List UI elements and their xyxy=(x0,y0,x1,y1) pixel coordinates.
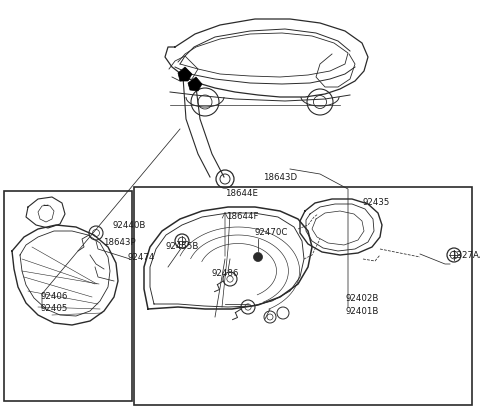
Text: 18643P: 18643P xyxy=(103,237,136,246)
Text: 92486: 92486 xyxy=(211,268,239,277)
Text: 18644E: 18644E xyxy=(225,189,258,198)
Text: 92455B: 92455B xyxy=(166,241,199,250)
Text: 92406: 92406 xyxy=(41,291,68,300)
Text: 18644F: 18644F xyxy=(226,211,258,220)
Text: 92435: 92435 xyxy=(362,197,390,206)
Polygon shape xyxy=(178,68,192,82)
Text: 92401B: 92401B xyxy=(346,306,379,315)
Text: 1327AA: 1327AA xyxy=(451,251,480,260)
Bar xyxy=(4,192,132,401)
Polygon shape xyxy=(188,78,202,92)
Text: 18643D: 18643D xyxy=(263,172,297,181)
Text: 92405: 92405 xyxy=(41,303,68,312)
Bar xyxy=(134,188,472,405)
Circle shape xyxy=(253,253,263,262)
Text: 92440B: 92440B xyxy=(113,221,146,230)
Text: 92402B: 92402B xyxy=(346,294,379,303)
Text: 92474: 92474 xyxy=(127,252,155,261)
Text: 92470C: 92470C xyxy=(254,228,288,237)
